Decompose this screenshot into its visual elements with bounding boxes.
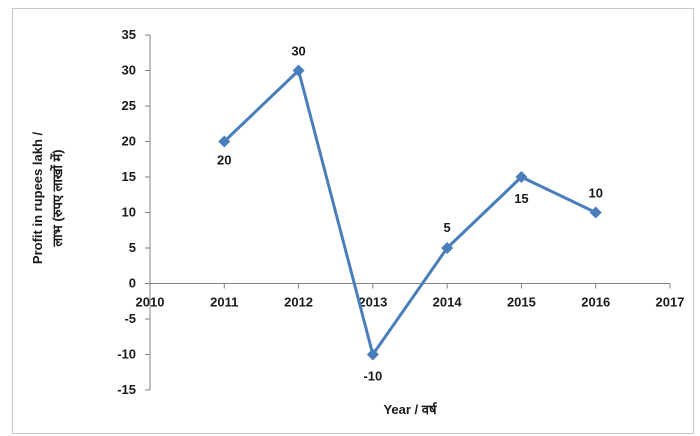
data-point-marker [590,207,602,219]
x-tick-label: 2010 [136,295,165,310]
y-tick-label: 15 [122,169,136,184]
y-axis-title-line1: Profit in rupees lakh / [30,132,45,265]
data-label: -10 [363,369,382,384]
x-tick-label: 2017 [656,295,685,310]
y-tick-label: 5 [129,240,136,255]
y-tick-label: 35 [122,27,136,42]
y-axis-title-line2: लाभ (रुपए लाखों में) [50,149,65,247]
x-tick-label: 2012 [284,295,313,310]
y-tick-label: 25 [122,98,136,113]
x-tick-label: 2016 [581,295,610,310]
x-tick-label: 2015 [507,295,536,310]
data-label: 20 [217,153,231,168]
data-label: 10 [588,186,602,201]
y-tick-label: -5 [124,311,136,326]
x-tick-label: 2014 [433,295,463,310]
y-tick-label: 0 [129,276,136,291]
x-axis-title: Year / वर्ष [383,402,437,417]
y-tick-label: 10 [122,205,136,220]
data-label: 30 [291,44,305,59]
x-tick-label: 2013 [358,295,387,310]
y-tick-label: -10 [117,347,136,362]
y-tick-label: 20 [122,134,136,149]
series-line [224,71,595,355]
data-label: 15 [514,191,528,206]
x-tick-label: 2011 [210,295,238,310]
y-tick-label: 30 [122,63,136,78]
y-tick-label: -15 [117,382,136,397]
data-label: 5 [444,220,451,235]
